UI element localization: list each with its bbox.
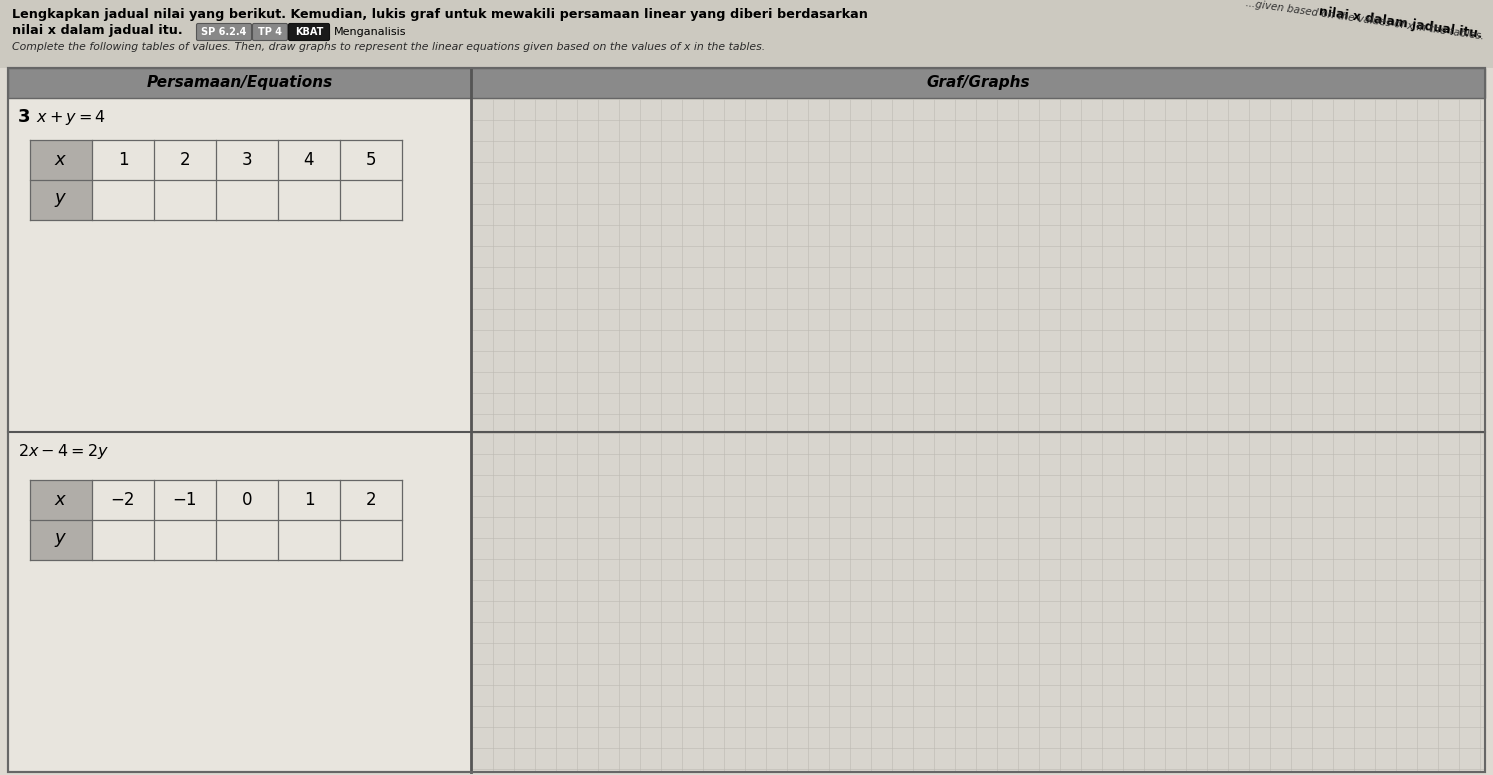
Text: 3: 3	[242, 151, 252, 169]
Text: nilai x dalam jadual itu.: nilai x dalam jadual itu.	[1318, 5, 1483, 41]
Bar	[7, 68, 470, 98]
Bar	[30, 480, 402, 560]
Bar	[472, 99, 1484, 431]
Text: Graf/Graphs: Graf/Graphs	[926, 75, 1030, 91]
Text: $x + y = 4$: $x + y = 4$	[36, 108, 106, 127]
Text: 1: 1	[118, 151, 128, 169]
Text: $y$: $y$	[54, 191, 67, 209]
FancyBboxPatch shape	[288, 23, 330, 40]
Text: $y$: $y$	[54, 531, 67, 549]
Text: nilai x dalam jadual itu.: nilai x dalam jadual itu.	[12, 24, 191, 37]
Text: Menganalisis: Menganalisis	[334, 27, 406, 37]
Text: 4: 4	[303, 151, 314, 169]
Text: Lengkapkan jadual nilai yang berikut. Kemudian, lukis graf untuk mewakili persam: Lengkapkan jadual nilai yang berikut. Ke…	[12, 8, 867, 21]
Text: 2: 2	[179, 151, 190, 169]
Text: KBAT: KBAT	[294, 27, 322, 37]
Bar	[30, 140, 93, 220]
Text: 1: 1	[303, 491, 315, 508]
Text: Complete the following tables of values. Then, draw graphs to represent the line: Complete the following tables of values.…	[12, 42, 766, 52]
Bar	[0, 0, 1493, 68]
Text: $x$: $x$	[54, 151, 67, 169]
Text: 2: 2	[366, 491, 376, 508]
FancyBboxPatch shape	[197, 23, 251, 40]
FancyBboxPatch shape	[252, 23, 288, 40]
Text: $x$: $x$	[54, 491, 67, 508]
Text: SP 6.2.4: SP 6.2.4	[202, 27, 246, 37]
Text: ...given based on the values of x in the tables.: ...given based on the values of x in the…	[1245, 0, 1486, 41]
Text: 3: 3	[18, 108, 30, 126]
Text: TP 4: TP 4	[258, 27, 282, 37]
Text: $2x - 4 = 2y$: $2x - 4 = 2y$	[18, 442, 109, 460]
Bar	[30, 480, 93, 560]
Text: Persamaan/Equations: Persamaan/Equations	[146, 75, 333, 91]
Text: −1: −1	[173, 491, 197, 508]
Bar	[472, 432, 1484, 771]
Bar	[470, 68, 1486, 98]
Text: 5: 5	[366, 151, 376, 169]
Text: 0: 0	[242, 491, 252, 508]
Text: −2: −2	[110, 491, 136, 508]
Bar	[30, 140, 402, 220]
